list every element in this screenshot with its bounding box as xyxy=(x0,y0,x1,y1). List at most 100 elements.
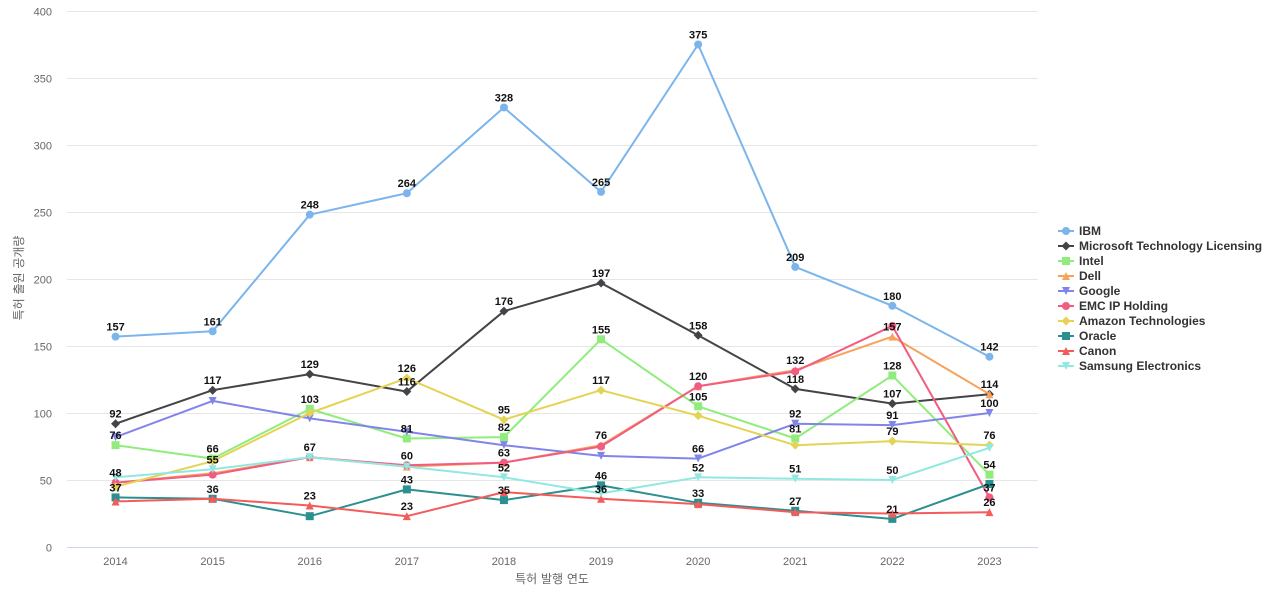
y-tick-label: 100 xyxy=(34,409,52,421)
legend-label: Amazon Technologies xyxy=(1079,314,1206,328)
legend-marker xyxy=(1061,316,1071,326)
data-point xyxy=(499,458,508,467)
data-point xyxy=(111,441,120,450)
data-label: 158 xyxy=(689,320,707,332)
legend-item[interactable]: Intel xyxy=(1058,254,1104,268)
legend-item[interactable]: Google xyxy=(1058,284,1121,298)
data-label: 48 xyxy=(109,468,121,480)
data-point xyxy=(791,419,800,428)
data-point xyxy=(985,409,994,417)
data-label-layer: 157 161 248 264 328 265 375 209 180 142 92 117 129 11… xyxy=(106,30,999,516)
data-label: 46 xyxy=(595,470,607,482)
series-line xyxy=(114,335,991,484)
data-point xyxy=(208,327,217,336)
data-point xyxy=(402,512,411,521)
data-point xyxy=(597,442,606,451)
data-label: 142 xyxy=(980,342,998,354)
series-layer xyxy=(111,40,994,523)
legend-item[interactable]: Dell xyxy=(1058,269,1101,283)
data-point xyxy=(499,433,508,442)
series-line xyxy=(114,377,991,488)
series-line xyxy=(114,324,991,499)
data-point xyxy=(305,408,315,418)
data-label: 157 xyxy=(106,322,124,334)
data-label: 76 xyxy=(595,430,607,442)
data-point xyxy=(887,399,897,409)
data-point xyxy=(985,470,994,479)
data-point xyxy=(597,481,606,490)
y-tick-label: 0 xyxy=(46,543,52,555)
legend-item[interactable]: Samsung Electronics xyxy=(1058,359,1201,373)
data-point xyxy=(694,454,703,463)
x-tick-label: 2015 xyxy=(200,556,224,568)
data-point xyxy=(597,187,606,196)
data-label: 92 xyxy=(109,409,121,421)
data-point xyxy=(985,443,994,452)
legend-item[interactable]: Microsoft Technology Licensing xyxy=(1058,239,1262,253)
data-point xyxy=(305,501,314,510)
data-label: 76 xyxy=(983,430,995,442)
data-point xyxy=(888,509,897,518)
series-line xyxy=(114,399,991,460)
data-point xyxy=(597,335,606,344)
data-label: 81 xyxy=(401,423,413,435)
data-point xyxy=(402,189,411,198)
data-point xyxy=(694,382,703,391)
data-label: 36 xyxy=(595,484,607,496)
data-label: 23 xyxy=(401,501,413,513)
data-label: 129 xyxy=(301,359,319,371)
data-label: 66 xyxy=(692,444,704,456)
data-point xyxy=(111,332,120,341)
data-label: 161 xyxy=(203,316,221,328)
data-point xyxy=(888,321,897,330)
legend-label: Samsung Electronics xyxy=(1079,359,1201,373)
data-point xyxy=(402,373,412,383)
data-point xyxy=(111,497,120,506)
y-tick-label: 250 xyxy=(34,208,52,220)
data-point xyxy=(694,40,703,49)
data-point xyxy=(888,332,897,341)
data-point xyxy=(597,494,606,503)
data-label: 118 xyxy=(786,374,804,386)
data-point xyxy=(596,278,606,288)
data-label: 82 xyxy=(498,422,510,434)
data-point xyxy=(111,433,120,442)
data-point xyxy=(402,427,411,436)
data-point xyxy=(888,371,897,380)
data-point xyxy=(790,440,800,450)
data-label: 21 xyxy=(886,504,898,516)
legend-label: Intel xyxy=(1079,254,1104,268)
y-tick-label: 300 xyxy=(34,141,52,153)
legend-marker xyxy=(1062,362,1070,370)
data-point xyxy=(888,514,897,523)
legend-item[interactable]: EMC IP Holding xyxy=(1058,299,1168,313)
data-point xyxy=(693,411,703,421)
legend-item[interactable]: Canon xyxy=(1058,344,1116,358)
x-tick-label: 2014 xyxy=(103,556,127,568)
legend-item[interactable]: IBM xyxy=(1058,224,1101,238)
data-label: 67 xyxy=(304,442,316,454)
data-point xyxy=(887,436,897,446)
legend-marker xyxy=(1061,241,1071,251)
legend-label: IBM xyxy=(1079,224,1101,238)
data-point xyxy=(597,489,606,498)
data-label: 114 xyxy=(981,379,1000,391)
legend-label: Google xyxy=(1079,284,1121,298)
data-label: 52 xyxy=(692,462,704,474)
data-point xyxy=(208,396,217,405)
data-label: 264 xyxy=(398,178,417,190)
legend-item[interactable]: Amazon Technologies xyxy=(1058,314,1206,328)
legend-marker xyxy=(1062,227,1070,235)
data-point xyxy=(985,480,994,489)
y-tick-label: 350 xyxy=(34,74,52,86)
legend-marker xyxy=(1062,302,1070,310)
data-label: 248 xyxy=(301,200,319,212)
legend-label: Canon xyxy=(1079,344,1116,358)
data-label: 100 xyxy=(980,398,998,410)
legend-item[interactable]: Oracle xyxy=(1058,329,1117,343)
data-point xyxy=(208,470,217,479)
data-label: 209 xyxy=(786,252,804,264)
data-label: 50 xyxy=(886,465,898,477)
data-point xyxy=(402,462,411,471)
